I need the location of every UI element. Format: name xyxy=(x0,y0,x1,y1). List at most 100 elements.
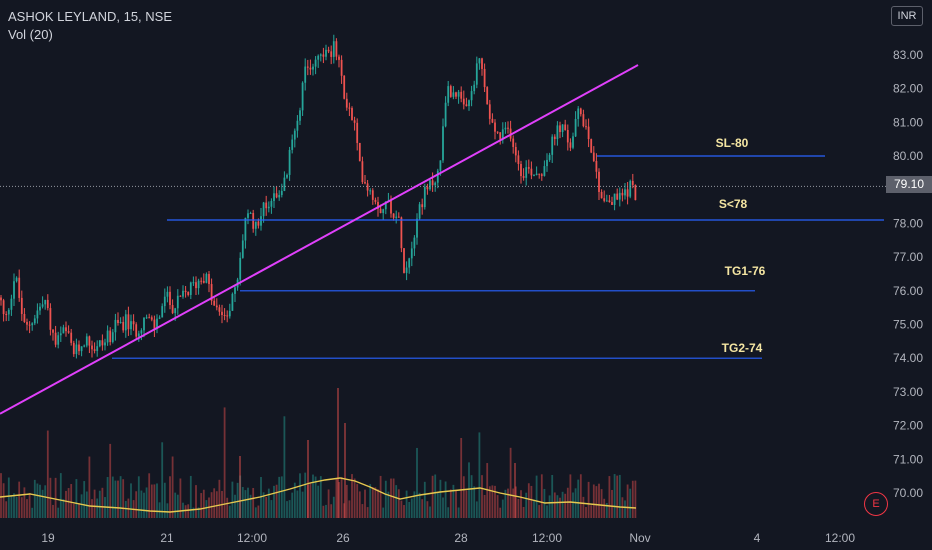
volume-bar xyxy=(119,476,122,518)
volume-bar xyxy=(382,507,385,518)
volume-bar xyxy=(314,476,317,518)
volume-bar xyxy=(371,487,374,518)
volume-bar xyxy=(223,407,226,518)
candle-body xyxy=(215,305,218,308)
volume-bar xyxy=(205,500,208,518)
currency-button[interactable]: INR xyxy=(891,6,923,26)
candle-body xyxy=(504,127,507,130)
price-axis[interactable]: 70.00 71.00 72.00 73.00 74.00 75.00 76.00 77.00… xyxy=(893,48,923,500)
volume-bar xyxy=(293,482,296,518)
candle-body xyxy=(439,160,442,171)
earnings-icon[interactable]: E xyxy=(864,492,888,516)
candle-body xyxy=(148,317,151,319)
candle-body xyxy=(395,216,398,218)
candle-body xyxy=(572,136,574,148)
volume-bar xyxy=(457,507,460,518)
volume-bar xyxy=(410,498,413,518)
volume-bar xyxy=(218,479,221,518)
volume-bar xyxy=(88,456,91,518)
volume-bar xyxy=(455,490,457,518)
volume-bar xyxy=(626,484,629,518)
volume-bar xyxy=(366,507,369,518)
volume-indicator-label[interactable]: Vol (20) xyxy=(8,27,53,42)
volume-bar xyxy=(348,500,351,518)
volume-bar xyxy=(613,474,616,518)
candle-body xyxy=(397,216,400,218)
candle-body xyxy=(163,296,166,307)
candle-body xyxy=(283,177,286,191)
volume-bar xyxy=(267,488,270,518)
candle-body xyxy=(304,66,307,83)
candle-body xyxy=(488,104,491,119)
level-lines[interactable]: SL-80 S<78 TG1-76 TG2-74 xyxy=(112,136,884,359)
volume-bar xyxy=(600,489,603,518)
volume-bar xyxy=(525,492,528,518)
volume-bar xyxy=(460,437,463,518)
candle-body xyxy=(364,182,366,184)
candle-body xyxy=(382,209,385,214)
time-tick-label: Nov xyxy=(629,531,650,545)
candle-body xyxy=(179,295,182,297)
candle-body xyxy=(226,315,229,317)
volume-bar xyxy=(377,489,379,518)
candle-body xyxy=(65,327,67,332)
volume-bar xyxy=(421,499,424,518)
candle-body xyxy=(244,217,247,241)
candle-body xyxy=(564,124,567,130)
candle-body xyxy=(288,149,291,175)
candle-body xyxy=(143,317,145,331)
candle-body xyxy=(338,56,340,60)
candle-body xyxy=(104,342,106,346)
candle-body xyxy=(579,108,582,115)
volume-bar xyxy=(257,505,260,518)
candle-body xyxy=(291,139,294,150)
candle-body xyxy=(265,202,268,209)
volume-bar xyxy=(325,504,327,518)
candle-body xyxy=(93,349,96,351)
candle-body xyxy=(249,213,252,215)
candle-body xyxy=(421,204,424,208)
volume-bar xyxy=(608,476,611,518)
volume-bar xyxy=(332,496,335,518)
price-tick-label: 82.00 xyxy=(893,82,923,96)
candle-body xyxy=(613,193,616,205)
time-axis[interactable]: 19 21 12:00 26 28 12:00 Nov 4 12:00 xyxy=(41,531,855,545)
volume-bar xyxy=(330,504,333,518)
candle-body xyxy=(410,248,413,259)
candle-body xyxy=(478,58,481,64)
candle-body xyxy=(39,306,41,311)
candle-body xyxy=(309,67,312,70)
volume-bar xyxy=(158,502,161,518)
volume-bar xyxy=(572,492,574,518)
candle-body xyxy=(91,345,93,350)
volume-bar xyxy=(15,496,18,518)
volume-bar xyxy=(517,498,520,518)
price-tick-label: 74.00 xyxy=(893,351,923,365)
volume-bar xyxy=(403,505,405,518)
volume-bar xyxy=(70,484,73,518)
candle-body xyxy=(67,331,70,333)
trendline[interactable] xyxy=(0,64,639,415)
volume-bar xyxy=(507,488,509,518)
candle-body xyxy=(78,344,80,352)
volume-bar xyxy=(631,480,634,518)
candle-body xyxy=(538,173,541,175)
volume-bar xyxy=(364,489,366,518)
candle-body xyxy=(260,216,262,226)
volume-bar xyxy=(275,484,278,518)
volume-bar xyxy=(304,472,307,518)
volume-bar xyxy=(189,475,192,518)
volume-bar xyxy=(171,456,174,518)
volume-bar xyxy=(291,492,294,518)
candle-body xyxy=(405,267,408,273)
price-tick-label: 81.00 xyxy=(893,115,923,129)
candle-body xyxy=(457,91,460,97)
volume-bar xyxy=(117,480,119,518)
candle-body xyxy=(15,277,18,282)
candle-body xyxy=(496,131,499,133)
candle-body xyxy=(192,282,195,284)
chart-title[interactable]: ASHOK LEYLAND, 15, NSE xyxy=(8,9,173,24)
candle-body xyxy=(559,125,561,133)
candle-body xyxy=(626,189,629,197)
